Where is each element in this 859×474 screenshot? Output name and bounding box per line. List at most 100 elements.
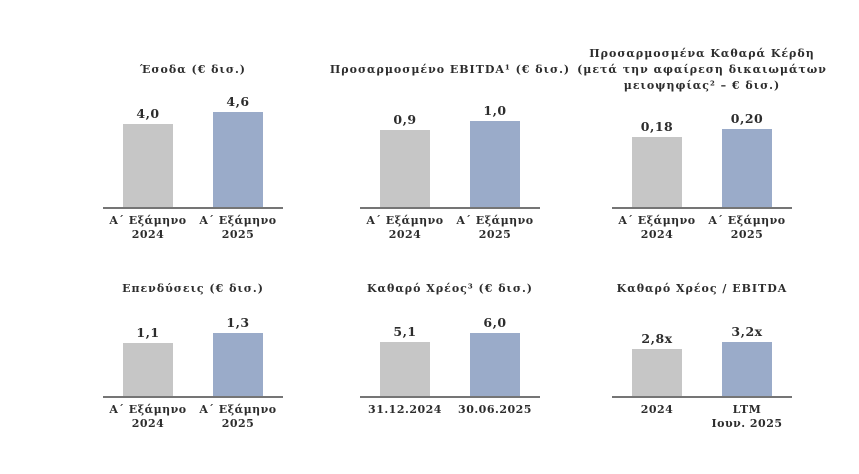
bar-slot: 4,6	[193, 94, 283, 207]
category-labels: Α΄ Εξάμηνο 2024 Α΄ Εξάμηνο 2025	[93, 214, 293, 242]
bar-slot: 5,1	[360, 324, 450, 396]
chart-plot-area: 1,1 1,3	[93, 300, 293, 396]
bar-slot: 0,20	[702, 111, 792, 207]
bar-value-label: 1,0	[483, 103, 507, 118]
category-label-line: Α΄ Εξάμηνο	[109, 214, 187, 227]
chart-title-line: Επενδύσεις (€ δισ.)	[122, 282, 264, 295]
category-label-line: 2024	[640, 403, 674, 416]
category-label-line: 2025	[221, 228, 255, 241]
bar-value-label: 2,8x	[641, 331, 673, 346]
category-label-line: Ιουν. 2025	[711, 417, 783, 430]
bar-value-label: 3,2x	[731, 324, 763, 339]
chart-plot-area: 0,9 1,0	[350, 100, 550, 207]
chart-plot-area: 0,18 0,20	[602, 100, 802, 207]
category-label: Α΄ Εξάμηνο 2025	[193, 214, 283, 242]
category-label-line: Α΄ Εξάμηνο	[618, 214, 696, 227]
category-label-line: Α΄ Εξάμηνο	[109, 403, 187, 416]
category-label-line: Α΄ Εξάμηνο	[708, 214, 786, 227]
chart-title-line: Καθαρό Χρέος³ (€ δισ.)	[366, 282, 534, 295]
bar-current-period	[470, 121, 520, 207]
bar-value-label: 4,6	[226, 94, 250, 109]
category-label-line: Α΄ Εξάμηνο	[199, 403, 277, 416]
chart-title-line: Καθαρό Χρέος / EBITDA	[616, 282, 788, 295]
chart-title-line: Έσοδα (€ δισ.)	[140, 63, 246, 76]
bar-value-label: 1,3	[226, 315, 250, 330]
chart-title-line: Προσαρμοσμένα Καθαρά Κέρδη	[589, 47, 815, 60]
bar-value-label: 5,1	[393, 324, 417, 339]
category-label: Α΄ Εξάμηνο 2024	[612, 214, 702, 242]
bar-previous-period	[380, 130, 430, 207]
chart-title-line: Προσαρμοσμένο EBITDA¹ (€ δισ.)	[329, 63, 571, 76]
bar-slot: 0,9	[360, 112, 450, 207]
bar-current-period	[722, 342, 772, 396]
bar-current-period	[722, 129, 772, 207]
chart-plot-area: 2,8x 3,2x	[602, 300, 802, 396]
category-label: 31.12.2024	[360, 403, 450, 417]
bar-previous-period	[632, 349, 682, 396]
chart-title: Καθαρό Χρέος³ (€ δισ.)	[350, 278, 550, 300]
bar-slot: 1,0	[450, 103, 540, 207]
category-label-line: 2024	[640, 228, 674, 241]
chart-title: Προσαρμοσμένο EBITDA¹ (€ δισ.)	[330, 40, 569, 100]
bar-previous-period	[380, 342, 430, 396]
category-label-line: LTM	[732, 403, 762, 416]
bar-slot: 1,3	[193, 315, 283, 396]
bar-value-label: 1,1	[136, 325, 160, 340]
category-label: Α΄ Εξάμηνο 2024	[103, 403, 193, 431]
x-axis-line	[103, 207, 283, 209]
category-label-line: Α΄ Εξάμηνο	[366, 214, 444, 227]
chart-cell: Καθαρό Χρέος³ (€ δισ.) 5,1 6,0 31.12.2024…	[350, 278, 550, 417]
bar-value-label: 0,20	[730, 111, 764, 126]
category-label: Α΄ Εξάμηνο 2024	[103, 214, 193, 242]
chart-title-line: (μετά την αφαίρεση δικαιωμάτων	[577, 63, 827, 76]
bar-slot: 3,2x	[702, 324, 792, 396]
bar-slot: 2,8x	[612, 331, 702, 396]
bar-current-period	[213, 333, 263, 396]
x-axis-line	[612, 207, 792, 209]
category-label-line: 30.06.2025	[458, 403, 532, 416]
category-label-line: 2024	[131, 417, 165, 430]
bar-value-label: 6,0	[483, 315, 507, 330]
bar-value-label: 0,18	[640, 119, 674, 134]
bar-current-period	[213, 112, 263, 207]
category-labels: Α΄ Εξάμηνο 2024 Α΄ Εξάμηνο 2025	[350, 214, 550, 242]
x-axis-line	[103, 396, 283, 398]
x-axis-line	[360, 396, 540, 398]
category-label: 2024	[612, 403, 702, 431]
bar-slot: 6,0	[450, 315, 540, 396]
chart-plot-area: 5,1 6,0	[350, 300, 550, 396]
chart-title: Επενδύσεις (€ δισ.)	[93, 278, 293, 300]
category-label-line: Α΄ Εξάμηνο	[456, 214, 534, 227]
bar-slot: 4,0	[103, 106, 193, 207]
chart-title-line: μειοψηφίας² – € δισ.)	[623, 79, 781, 92]
bar-slot: 0,18	[612, 119, 702, 207]
category-label-line: 2025	[730, 228, 764, 241]
category-labels: 31.12.2024 30.06.2025	[350, 403, 550, 417]
category-label-line: 2024	[131, 228, 165, 241]
category-label: Α΄ Εξάμηνο 2025	[450, 214, 540, 242]
bar-current-period	[470, 333, 520, 396]
chart-cell: Προσαρμοσμένο EBITDA¹ (€ δισ.) 0,9 1,0 Α΄…	[330, 40, 569, 242]
bar-previous-period	[123, 124, 173, 207]
category-label: LTM Ιουν. 2025	[702, 403, 792, 431]
category-label-line: 31.12.2024	[368, 403, 442, 416]
chart-cell: Προσαρμοσμένα Καθαρά Κέρδη (μετά την αφαί…	[577, 40, 826, 242]
chart-cell: Έσοδα (€ δισ.) 4,0 4,6 Α΄ Εξάμηνο 2024 Α΄ Ε…	[93, 40, 293, 242]
category-label: Α΄ Εξάμηνο 2024	[360, 214, 450, 242]
x-axis-line	[612, 396, 792, 398]
chart-title: Έσοδα (€ δισ.)	[93, 40, 293, 100]
bar-value-label: 0,9	[393, 112, 417, 127]
category-label: 30.06.2025	[450, 403, 540, 417]
bar-previous-period	[632, 137, 682, 207]
x-axis-line	[360, 207, 540, 209]
category-labels: 2024 LTM Ιουν. 2025	[602, 403, 802, 431]
category-label-line: 2025	[478, 228, 512, 241]
bar-slot: 1,1	[103, 325, 193, 396]
category-labels: Α΄ Εξάμηνο 2024 Α΄ Εξάμηνο 2025	[93, 403, 293, 431]
category-label-line: 2025	[221, 417, 255, 430]
bar-value-label: 4,0	[136, 106, 160, 121]
chart-title: Καθαρό Χρέος / EBITDA	[602, 278, 802, 300]
chart-plot-area: 4,0 4,6	[93, 94, 293, 207]
chart-cell: Επενδύσεις (€ δισ.) 1,1 1,3 Α΄ Εξάμηνο 202…	[93, 278, 293, 431]
